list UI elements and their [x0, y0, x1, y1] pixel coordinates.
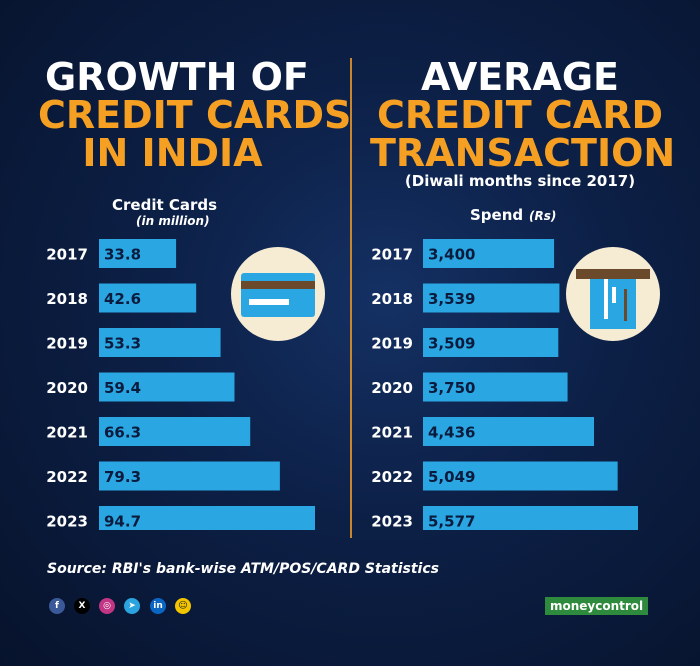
- credit-cards-bar-2017: [99, 239, 177, 268]
- spend-value-label-2019: 3,509: [428, 335, 475, 353]
- spend-year-label-2019: 2019: [371, 335, 413, 353]
- spend-value-label-2021: 4,436: [428, 424, 475, 442]
- credit-cards-bar-2019: [99, 328, 221, 357]
- center-divider: [350, 58, 352, 538]
- spend-bar-2023: [423, 506, 638, 530]
- credit-cards-value-label-2022: 79.3: [104, 468, 141, 486]
- left-axis-title: Credit Cards: [112, 196, 218, 214]
- credit-cards-bar-2021: [99, 417, 251, 446]
- credit-cards-year-label-2022: 2022: [46, 468, 88, 486]
- spend-year-label-2023: 2023: [371, 513, 413, 531]
- instagram-icon[interactable]: ◎: [99, 598, 115, 614]
- credit-cards-year-label-2023: 2023: [46, 513, 88, 531]
- right-subtitle: (Diwali months since 2017): [404, 172, 636, 190]
- spend-year-label-2022: 2022: [371, 468, 413, 486]
- credit-cards-value-label-2020: 59.4: [104, 379, 141, 397]
- spend-bar-2017: [423, 239, 555, 268]
- spend-bar-2020: [423, 372, 568, 402]
- spend-value-label-2018: 3,539: [428, 290, 475, 308]
- credit-cards-year-label-2019: 2019: [46, 335, 88, 353]
- credit-cards-year-label-2020: 2020: [46, 379, 88, 397]
- spend-bar-2021: [423, 417, 595, 446]
- credit-cards-bar-2023: [99, 506, 315, 530]
- credit-cards-value-label-2018: 42.6: [104, 290, 141, 308]
- card-swipe-icon: [566, 247, 660, 341]
- credit-cards-year-label-2021: 2021: [46, 424, 88, 442]
- right-title-line1: AVERAGE: [420, 55, 619, 99]
- credit-cards-value-label-2021: 66.3: [104, 424, 141, 442]
- spend-year-label-2018: 2018: [371, 290, 413, 308]
- spend-bar-2019: [423, 328, 559, 357]
- spend-year-label-2017: 2017: [371, 246, 413, 264]
- right-axis-title: Spend: [470, 206, 524, 224]
- credit-cards-value-label-2019: 53.3: [104, 335, 141, 353]
- credit-cards-value-label-2023: 94.7: [104, 513, 141, 531]
- credit-card-icon: [231, 247, 325, 341]
- linkedin-icon[interactable]: in: [150, 598, 166, 614]
- right-title-line2: CREDIT CARD: [376, 93, 664, 137]
- credit-cards-value-label-2017: 33.8: [104, 246, 141, 264]
- left-title-line2: CREDIT CARDS: [38, 93, 352, 137]
- snapchat-icon[interactable]: ☺: [175, 598, 191, 614]
- right-title-line3: TRANSACTION: [370, 131, 676, 175]
- left-title-line1: GROWTH OF: [45, 55, 309, 99]
- credit-cards-chart: 2017 33.8 2018 42.6 2019 53.3 2020 59.4 2021 66.3…: [46, 239, 315, 531]
- spend-value-label-2020: 3,750: [428, 379, 475, 397]
- spend-year-label-2021: 2021: [371, 424, 413, 442]
- source-note: Source: RBI's bank-wise ATM/POS/CARD Sta…: [47, 561, 439, 577]
- credit-cards-bar-2018: [99, 283, 197, 313]
- left-axis-subtitle: (in million): [136, 214, 210, 228]
- spend-value-label-2017: 3,400: [428, 246, 475, 264]
- moneycontrol-logo: moneycontrol: [545, 597, 649, 615]
- spend-value-label-2023: 5,577: [428, 513, 475, 531]
- spend-chart: 2017 3,400 2018 3,539 2019 3,509 2020 3,750 2021…: [371, 239, 638, 531]
- spend-value-label-2022: 5,049: [428, 468, 475, 486]
- credit-cards-year-label-2018: 2018: [46, 290, 88, 308]
- credit-cards-bar-2020: [99, 372, 235, 402]
- spend-bar-2022: [423, 461, 618, 491]
- spend-year-label-2020: 2020: [371, 379, 413, 397]
- credit-cards-bar-2022: [99, 461, 280, 491]
- facebook-icon[interactable]: f: [49, 598, 65, 614]
- telegram-icon[interactable]: ➤: [124, 598, 140, 614]
- x-icon[interactable]: X: [74, 598, 90, 614]
- spend-bar-2018: [423, 283, 560, 313]
- right-axis-subtitle: (Rs): [529, 209, 557, 223]
- credit-cards-year-label-2017: 2017: [46, 246, 88, 264]
- left-title-line3: IN INDIA: [82, 131, 263, 175]
